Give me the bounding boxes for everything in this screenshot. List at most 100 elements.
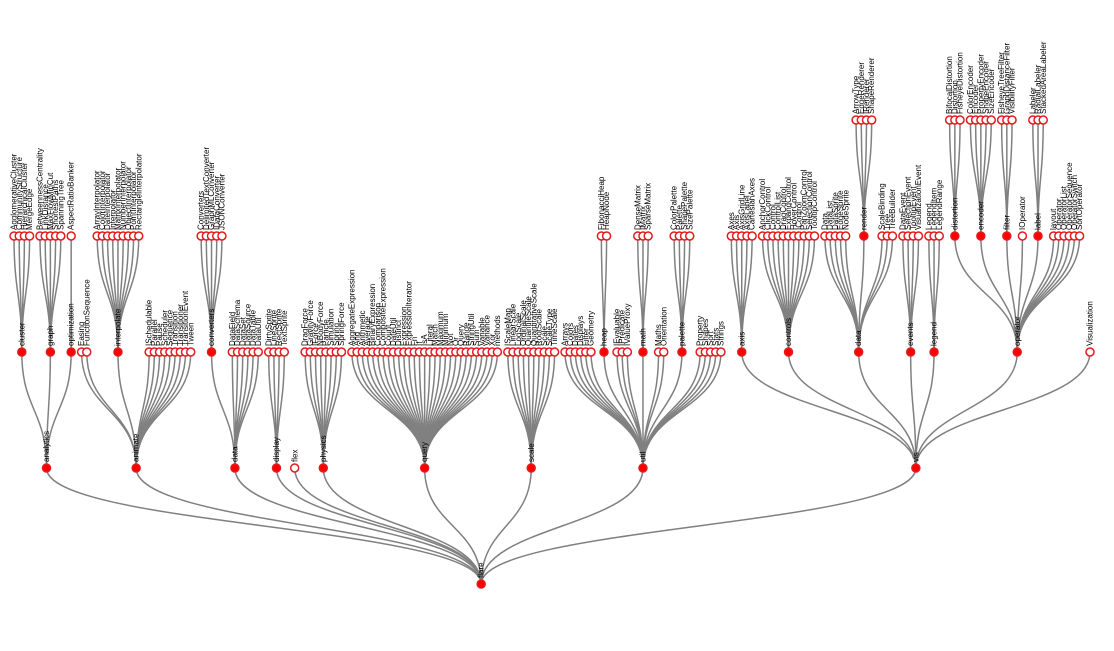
node-circle-flare-scale-time-scale[interactable] <box>549 347 560 357</box>
node-flare-animate-function-sequence[interactable]: FunctionSequence <box>82 279 92 357</box>
node-circle-flare-vis-axis-cartesian-axes[interactable] <box>747 231 757 241</box>
node-circle-flare-vis[interactable] <box>911 463 921 473</box>
node-flare-util-heap-heap-node[interactable]: HeapNode <box>601 191 612 241</box>
node-circle-flare-physics[interactable] <box>318 463 329 473</box>
node-circle-flare-vis-legend-legend-range[interactable] <box>934 231 945 241</box>
node-flare-animate-interpolate[interactable]: interpolate <box>113 308 123 357</box>
node-flare-util-palette-size-palette[interactable]: SizePalette <box>684 189 695 241</box>
node-circle-flare-analytics-optimization[interactable] <box>66 347 76 357</box>
node-flare-vis-data-scale-binding[interactable]: ScaleBinding <box>877 183 887 241</box>
node-flare-vis-events-visualization-event[interactable]: VisualizationEvent <box>913 164 924 241</box>
node-flare-animate[interactable]: animate <box>131 433 141 473</box>
node-flare-analytics-graph[interactable]: graph <box>45 326 56 357</box>
node-circle-flare-animate-interpolate-rectangle-interpolator[interactable] <box>134 231 144 241</box>
node-flare-vis-operator-encoder-size-encoder[interactable]: SizeEncoder <box>986 68 996 125</box>
node-flare-vis-visualization[interactable]: Visualization <box>1085 301 1095 357</box>
node-circle-flare-analytics-graph-spanning-tree[interactable] <box>56 231 66 241</box>
node-circle-flare-flex[interactable] <box>289 463 300 473</box>
node-circle-flare-util-strings[interactable] <box>716 347 726 357</box>
node-flare-vis-operator-distortion[interactable]: distortion <box>950 198 960 241</box>
node-flare[interactable]: flare <box>476 562 486 589</box>
node-circle-flare-analytics-cluster[interactable] <box>17 347 27 357</box>
node-flare-display-text-sprite[interactable]: TextSprite <box>279 310 290 357</box>
node-circle-flare-util-palette-size-palette[interactable] <box>684 231 695 241</box>
node-circle-flare-data[interactable] <box>230 463 240 473</box>
node-flare-physics-spring-force[interactable]: SpringForce <box>336 302 347 357</box>
node-flare-analytics-graph-spanning-tree[interactable]: SpanningTree <box>56 179 66 241</box>
node-flare-display[interactable]: display <box>271 437 282 473</box>
node-flare-vis-legend[interactable]: legend <box>929 322 939 357</box>
node-flare-vis-data[interactable]: data <box>853 330 864 357</box>
node-flare-vis-events[interactable]: events <box>905 322 916 357</box>
node-circle-flare-vis-operator-sort-operator[interactable] <box>1074 231 1085 241</box>
node-circle-flare-util-orientation[interactable] <box>659 347 669 357</box>
node-circle-flare-vis-legend[interactable] <box>929 347 939 357</box>
node-circle-flare-analytics-optimization-aspect-ratio-banker[interactable] <box>66 231 76 241</box>
node-flare-util-strings[interactable]: Strings <box>716 321 726 357</box>
node-flare-query[interactable]: query <box>419 442 430 473</box>
node-flare-vis-data-render-shape-renderer[interactable]: ShapeRenderer <box>866 57 877 125</box>
node-flare-vis-operator[interactable]: operator <box>1012 316 1022 357</box>
node-flare-util-palette[interactable]: palette <box>677 321 687 357</box>
node-flare-vis-axis[interactable]: axis <box>736 332 747 357</box>
node-flare-vis-axis-cartesian-axes[interactable]: CartesianAxes <box>747 178 757 241</box>
node-circle-flare-physics-spring-force[interactable] <box>336 347 347 357</box>
node-circle-flare-vis-data-tree-builder[interactable] <box>887 231 898 241</box>
node-circle-flare-vis-axis[interactable] <box>736 347 747 357</box>
node-circle-flare[interactable] <box>476 579 486 589</box>
node-circle-flare-util[interactable] <box>638 463 648 473</box>
node-circle-flare-vis-events-visualization-event[interactable] <box>913 231 924 241</box>
node-flare-vis-data-render[interactable]: render <box>859 207 869 241</box>
node-flare-util[interactable]: util <box>638 452 648 473</box>
node-circle-flare-vis-data-render-shape-renderer[interactable] <box>866 115 877 125</box>
node-flare-vis-operator-sort-operator[interactable]: SortOperator <box>1074 183 1085 241</box>
node-flare-util-math[interactable]: math <box>638 328 648 357</box>
node-flare-vis-controls[interactable]: controls <box>783 318 794 357</box>
node-flare-vis-operator-filter-visibility-filter[interactable]: VisibilityFilter <box>1007 67 1017 125</box>
node-flare-vis-operator-encoder[interactable]: encoder <box>976 201 986 241</box>
node-flare-vis-data-tree-builder[interactable]: TreeBuilder <box>887 189 898 241</box>
node-circle-flare-data-converters[interactable] <box>206 347 217 357</box>
node-circle-flare-util-math[interactable] <box>638 347 648 357</box>
node-flare-data[interactable]: data <box>230 446 240 473</box>
node-circle-flare-util-heap-heap-node[interactable] <box>601 231 612 241</box>
node-flare-data-converters-jsonconverter[interactable]: JSONConverter <box>217 173 227 241</box>
node-flare-vis-operator-filter[interactable]: filter <box>1002 215 1012 241</box>
node-circle-flare-vis-operator-label[interactable] <box>1033 231 1043 241</box>
node-circle-flare-vis-controls[interactable] <box>783 347 794 357</box>
node-circle-flare-util-ivalue-proxy[interactable] <box>622 347 633 357</box>
node-flare-vis-controls-tooltip-control[interactable]: TooltipControl <box>809 181 820 241</box>
node-circle-flare-data-converters-jsonconverter[interactable] <box>217 231 227 241</box>
node-flare-vis-operator-distortion-fisheye-distortion[interactable]: FisheyeDistortion <box>955 52 965 125</box>
node-flare-analytics[interactable]: analytics <box>41 431 52 473</box>
node-flare-data-converters[interactable]: converters <box>206 309 217 357</box>
node-circle-flare-util-geometry[interactable] <box>586 347 596 357</box>
node-circle-flare-display-text-sprite[interactable] <box>279 347 290 357</box>
node-circle-flare-util-math-sparse-matrix[interactable] <box>643 231 653 241</box>
node-flare-query-methods[interactable]: methods <box>492 315 503 357</box>
node-circle-flare-animate[interactable] <box>131 463 141 473</box>
node-flare-vis[interactable]: vis <box>911 452 921 473</box>
node-flare-analytics-optimization[interactable]: optimization <box>66 303 76 357</box>
node-flare-vis-operator-ioperator[interactable]: IOperator <box>1017 196 1028 241</box>
node-circle-flare-vis-visualization[interactable] <box>1085 347 1095 357</box>
node-circle-flare-vis-events[interactable] <box>905 347 916 357</box>
node-circle-flare-vis-controls-tooltip-control[interactable] <box>809 231 820 241</box>
node-circle-flare-animate-interpolate[interactable] <box>113 347 123 357</box>
node-circle-flare-query-methods[interactable] <box>492 347 503 357</box>
node-flare-analytics-optimization-aspect-ratio-banker[interactable]: AspectRatioBanker <box>66 161 76 241</box>
node-circle-flare-query[interactable] <box>419 463 430 473</box>
node-circle-flare-vis-operator-label-stacked-area-labeler[interactable] <box>1038 115 1048 125</box>
node-flare-util-math-sparse-matrix[interactable]: SparseMatrix <box>643 183 653 241</box>
node-flare-flex[interactable]: flex <box>289 450 300 473</box>
node-flare-util-heap[interactable]: heap <box>599 328 609 357</box>
node-circle-flare-vis-data[interactable] <box>853 347 864 357</box>
node-flare-util-geometry[interactable]: Geometry <box>586 311 596 357</box>
node-circle-flare-scale[interactable] <box>526 463 536 473</box>
node-flare-vis-legend-legend-range[interactable]: LegendRange <box>934 179 945 241</box>
node-circle-flare-vis-data-node-sprite[interactable] <box>840 231 851 241</box>
node-flare-util-orientation[interactable]: Orientation <box>659 307 669 357</box>
node-circle-flare-vis-operator-filter[interactable] <box>1002 231 1012 241</box>
node-circle-flare-vis-operator-encoder-size-encoder[interactable] <box>986 115 996 125</box>
node-circle-flare-vis-operator-distortion-fisheye-distortion[interactable] <box>955 115 965 125</box>
